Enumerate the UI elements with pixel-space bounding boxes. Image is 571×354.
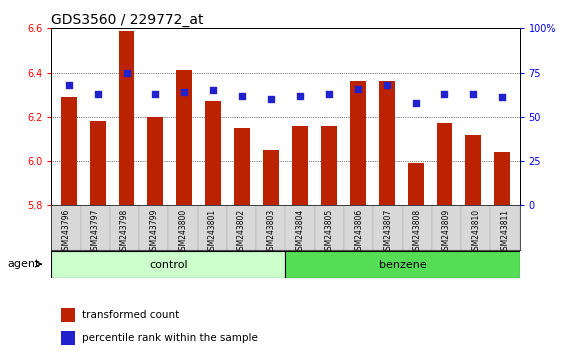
Text: benzene: benzene <box>379 259 427 270</box>
Text: GSM243801: GSM243801 <box>208 209 217 255</box>
Point <box>238 93 247 98</box>
Bar <box>61 308 75 322</box>
Bar <box>315 205 344 250</box>
Text: GSM243797: GSM243797 <box>91 209 100 255</box>
Point <box>208 87 218 93</box>
Bar <box>263 150 279 205</box>
Bar <box>256 205 286 250</box>
Point <box>440 91 449 97</box>
Point <box>64 82 73 88</box>
Text: control: control <box>149 259 188 270</box>
Bar <box>139 205 168 250</box>
Bar <box>490 205 520 250</box>
Point <box>151 91 160 97</box>
Text: GDS3560 / 229772_at: GDS3560 / 229772_at <box>51 13 204 27</box>
Text: GSM243800: GSM243800 <box>179 209 188 255</box>
Point <box>382 82 391 88</box>
Bar <box>494 152 510 205</box>
Text: GSM243802: GSM243802 <box>237 209 246 255</box>
Point <box>180 89 189 95</box>
Point <box>295 93 304 98</box>
Bar <box>81 205 110 250</box>
Point <box>93 91 102 97</box>
Text: GSM243810: GSM243810 <box>471 209 480 255</box>
Bar <box>286 205 315 250</box>
Bar <box>403 205 432 250</box>
Point <box>498 95 507 100</box>
Bar <box>51 251 286 278</box>
Bar <box>206 101 221 205</box>
Bar <box>227 205 256 250</box>
Text: GSM243807: GSM243807 <box>383 209 392 255</box>
Bar <box>198 205 227 250</box>
Bar <box>51 205 81 250</box>
Point <box>411 100 420 105</box>
Bar <box>373 205 403 250</box>
Point <box>353 86 363 91</box>
Text: GSM243806: GSM243806 <box>354 209 363 255</box>
Text: GSM243798: GSM243798 <box>120 209 129 255</box>
Text: GSM243803: GSM243803 <box>266 209 275 255</box>
Point <box>469 91 478 97</box>
Bar <box>90 121 106 205</box>
Text: agent: agent <box>8 259 40 269</box>
Bar <box>168 205 198 250</box>
Text: transformed count: transformed count <box>82 310 179 320</box>
Bar <box>379 81 395 205</box>
Text: GSM243804: GSM243804 <box>296 209 305 255</box>
Bar <box>61 331 75 344</box>
Bar <box>119 30 135 205</box>
Text: GSM243805: GSM243805 <box>325 209 334 255</box>
Bar <box>110 205 139 250</box>
Bar <box>292 126 308 205</box>
Bar <box>234 128 250 205</box>
Bar <box>436 124 452 205</box>
Text: GSM243808: GSM243808 <box>413 209 422 255</box>
Bar <box>461 205 490 250</box>
Bar <box>147 117 163 205</box>
Text: GSM243796: GSM243796 <box>62 209 71 255</box>
Text: GSM243811: GSM243811 <box>500 209 509 255</box>
Bar <box>286 251 520 278</box>
Point <box>122 70 131 75</box>
Text: GSM243799: GSM243799 <box>149 209 158 255</box>
Bar <box>350 81 365 205</box>
Text: GSM243809: GSM243809 <box>442 209 451 255</box>
Point <box>324 91 333 97</box>
Point <box>267 96 276 102</box>
Text: percentile rank within the sample: percentile rank within the sample <box>82 332 258 343</box>
Bar <box>321 126 337 205</box>
Bar <box>61 97 77 205</box>
Bar <box>408 163 424 205</box>
Bar <box>344 205 373 250</box>
Bar <box>176 70 192 205</box>
Bar <box>465 135 481 205</box>
Bar <box>432 205 461 250</box>
